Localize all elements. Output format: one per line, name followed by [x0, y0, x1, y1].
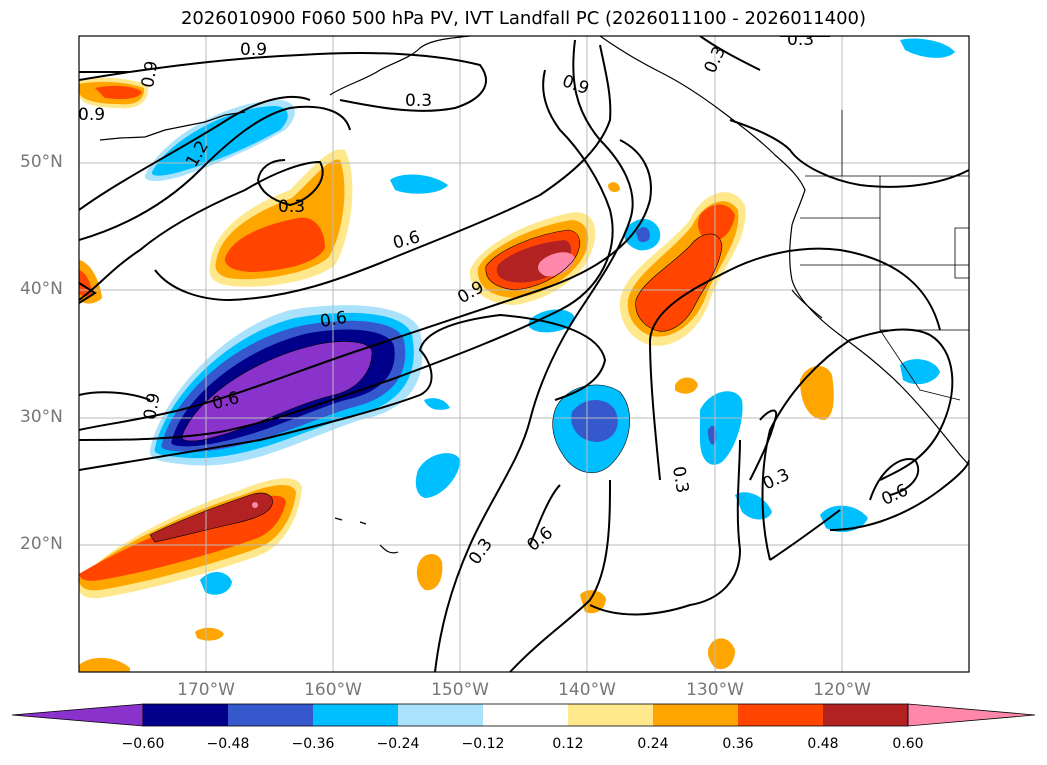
contour-label: 0.9 — [138, 59, 162, 89]
colorbar-tick-label: −0.60 — [121, 736, 165, 752]
contour-label: 0.9 — [140, 391, 164, 421]
lat-label: 40°N — [20, 279, 63, 299]
lon-label: 170°W — [177, 680, 235, 700]
colorbar-cell — [228, 704, 313, 726]
colorbar-tick-label: 0.48 — [807, 736, 839, 752]
shading-outlines — [149, 229, 723, 543]
contour-label: 0.3 — [787, 30, 814, 50]
lon-label: 120°W — [813, 680, 871, 700]
map-frame — [78, 35, 970, 673]
colorbar-tick-label: 0.12 — [552, 736, 584, 752]
colorbar-tick-label: −0.36 — [291, 736, 335, 752]
contour-label: 0.9 — [78, 105, 105, 125]
map-title: 2026010900 F060 500 hPa PV, IVT Landfall… — [180, 8, 867, 29]
lon-label: 140°W — [558, 680, 616, 700]
political-borders — [800, 110, 969, 401]
colorbar-cell — [483, 704, 568, 726]
colorbar-tick-label: 0.24 — [637, 736, 669, 752]
colorbar-tick-label: 0.36 — [722, 736, 754, 752]
contour-label: 0.3 — [668, 465, 692, 495]
contour-label: 0.9 — [240, 40, 267, 60]
colorbar-tick-label: −0.12 — [461, 736, 505, 752]
colorbar-tick-label: −0.48 — [206, 736, 250, 752]
colorbar-cell — [143, 704, 228, 726]
colorbar-cell — [738, 704, 823, 726]
contour-label: 0.3 — [405, 91, 432, 111]
colorbar — [11, 703, 1036, 727]
colorbar-extend-high — [907, 703, 1036, 727]
coastlines — [99, 36, 969, 554]
colorbar-cell — [568, 704, 653, 726]
contour-label: 0.6 — [318, 308, 348, 332]
ivt-contours — [79, 36, 969, 672]
colorbar-cell — [653, 704, 738, 726]
lat-label: 50°N — [20, 152, 63, 172]
lon-label: 160°W — [304, 680, 362, 700]
lat-label: 30°N — [20, 407, 63, 427]
colorbar-tick-label: 0.60 — [892, 736, 924, 752]
colorbar-extend-low — [11, 703, 144, 727]
colorbar-border — [142, 703, 909, 727]
positive-anomaly-shading — [79, 77, 834, 672]
lat-label: 20°N — [20, 534, 63, 554]
lon-label: 150°W — [431, 680, 489, 700]
colorbar-tick-label: −0.24 — [376, 736, 420, 752]
contour-label: 0.3 — [278, 197, 305, 217]
colorbar-cell — [398, 704, 483, 726]
lon-label: 130°W — [686, 680, 744, 700]
colorbar-cell — [313, 704, 398, 726]
colorbar-cell — [823, 704, 908, 726]
map-panel: 0.9 0.9 0.9 0.3 0.3 0.3 0.3 0.6 0.9 0.9 … — [78, 30, 970, 673]
